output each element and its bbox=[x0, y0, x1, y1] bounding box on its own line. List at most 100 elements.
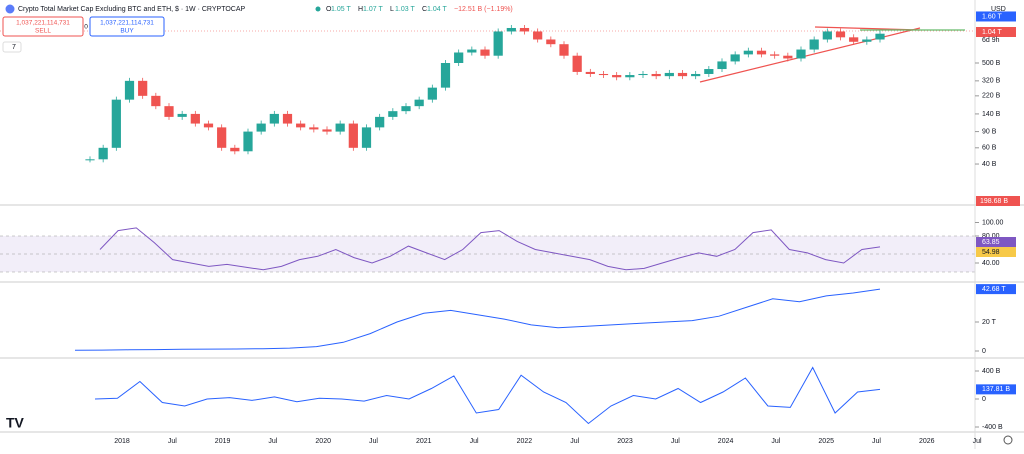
sell-button[interactable] bbox=[2, 16, 84, 37]
candle bbox=[875, 33, 885, 40]
y-tick-label: 220 B bbox=[982, 93, 1001, 100]
x-tick-label: Jul bbox=[268, 438, 277, 445]
countdown: 6d 9h bbox=[982, 37, 1000, 44]
x-tick-label: 2025 bbox=[818, 438, 834, 445]
volume-label-box bbox=[976, 196, 1020, 206]
candle bbox=[348, 123, 358, 148]
y-tick-label: 0 bbox=[982, 348, 986, 355]
candle bbox=[862, 39, 872, 42]
candle bbox=[414, 99, 424, 107]
candle bbox=[493, 31, 503, 56]
candle bbox=[164, 106, 174, 117]
candle bbox=[401, 106, 411, 112]
candle bbox=[124, 80, 135, 100]
candle bbox=[677, 72, 688, 77]
candle bbox=[203, 123, 214, 128]
candle bbox=[480, 49, 490, 56]
candle bbox=[454, 52, 464, 63]
price-label: 137.81 B bbox=[982, 386, 1010, 393]
candle bbox=[743, 50, 753, 55]
candle bbox=[783, 55, 793, 59]
candle bbox=[98, 147, 108, 160]
candle bbox=[375, 116, 385, 128]
candle bbox=[427, 87, 437, 100]
tv-logo[interactable]: TV bbox=[6, 415, 25, 431]
price-label-box bbox=[976, 11, 1016, 22]
x-tick-label: 2022 bbox=[517, 438, 533, 445]
candle bbox=[309, 127, 319, 130]
candle bbox=[269, 113, 279, 124]
candle bbox=[256, 123, 266, 132]
y-tick-label: 400 B bbox=[982, 368, 1001, 375]
x-tick-label: 2019 bbox=[215, 438, 231, 445]
buy-button[interactable] bbox=[89, 16, 165, 37]
indicator-line bbox=[94, 366, 881, 425]
candle bbox=[296, 123, 306, 128]
ohlc-key: H bbox=[358, 6, 363, 13]
buy-price: 1,037,221,114,731 bbox=[100, 20, 154, 27]
candle bbox=[217, 127, 227, 148]
market-status bbox=[315, 6, 321, 12]
candle bbox=[467, 49, 477, 53]
x-tick-label: 2023 bbox=[617, 438, 633, 445]
price-label: 1.04 T bbox=[982, 29, 1002, 36]
candle bbox=[849, 37, 859, 42]
candle bbox=[533, 31, 543, 40]
y-tick-label: 40 B bbox=[982, 161, 997, 168]
y-tick-label: 40.00 bbox=[982, 260, 1000, 267]
ohlc-key: L bbox=[390, 6, 394, 13]
sell-price: 1,037,221,114,731 bbox=[16, 20, 70, 27]
ohlc-change: −12.51 B (−1.19%) bbox=[454, 6, 513, 13]
price-label: 42.68 T bbox=[982, 286, 1006, 293]
indicator-line bbox=[74, 288, 881, 351]
indicators-count: 7 bbox=[12, 44, 16, 51]
settings-icon[interactable] bbox=[1003, 435, 1013, 445]
x-tick-label: Jul bbox=[570, 438, 579, 445]
x-tick-label: 2018 bbox=[114, 438, 130, 445]
x-tick-label: Jul bbox=[771, 438, 780, 445]
y-tick-label: 90 B bbox=[982, 128, 997, 135]
candle bbox=[730, 54, 740, 62]
candle bbox=[506, 27, 516, 32]
ohlc-key: C bbox=[422, 6, 427, 13]
candle bbox=[585, 71, 595, 74]
y-tick-label: 140 B bbox=[982, 111, 1001, 118]
ohlc-value: 1.05 T bbox=[331, 6, 351, 13]
candle bbox=[664, 72, 674, 77]
indicator-line bbox=[99, 227, 881, 271]
ohlc-key: O bbox=[326, 6, 332, 13]
y-tick-label: 80.00 bbox=[982, 233, 1000, 240]
candle bbox=[546, 39, 556, 45]
y-tick-label: 320 B bbox=[982, 78, 1001, 85]
x-tick-label: 2026 bbox=[919, 438, 935, 445]
candle bbox=[519, 27, 530, 32]
x-tick-label: Jul bbox=[973, 438, 982, 445]
candle bbox=[111, 99, 121, 148]
candle bbox=[572, 55, 582, 72]
ma-label: 54.98 bbox=[982, 249, 1000, 256]
symbol-title[interactable]: Crypto Total Market Cap Excluding BTC an… bbox=[18, 6, 246, 13]
symbol-icon bbox=[5, 4, 15, 14]
candle bbox=[85, 159, 95, 161]
sell-label: SELL bbox=[35, 28, 51, 35]
ohlc-value: 1.04 T bbox=[427, 6, 447, 13]
candle bbox=[282, 113, 293, 124]
candle bbox=[190, 113, 200, 124]
candle bbox=[559, 44, 569, 56]
y-tick-label: 500 B bbox=[982, 60, 1001, 67]
candle bbox=[756, 50, 767, 55]
price-label: 63.85 bbox=[982, 239, 1000, 246]
x-tick-label: Jul bbox=[369, 438, 378, 445]
y-tick-label: -400 B bbox=[982, 424, 1003, 431]
currency[interactable]: USD bbox=[991, 6, 1006, 13]
candle bbox=[138, 80, 148, 96]
buy-label: BUY bbox=[120, 28, 134, 35]
price-label-box bbox=[976, 284, 1016, 295]
candle bbox=[796, 49, 806, 59]
ohlc-value: 1.07 T bbox=[363, 6, 383, 13]
candle bbox=[335, 123, 345, 132]
price-label: 1.60 T bbox=[982, 13, 1002, 20]
price-label-box bbox=[976, 27, 1016, 37]
indicators-toggle[interactable] bbox=[2, 41, 22, 53]
